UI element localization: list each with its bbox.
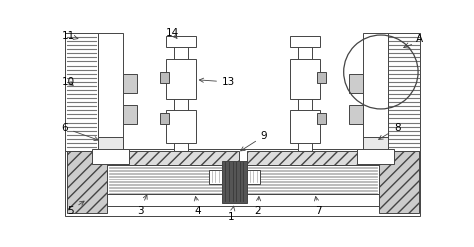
Text: 6: 6 xyxy=(62,123,99,141)
Bar xyxy=(123,74,137,93)
Text: 8: 8 xyxy=(379,123,401,139)
Bar xyxy=(174,39,188,150)
Bar xyxy=(166,110,196,143)
Text: 5: 5 xyxy=(67,201,84,216)
Bar xyxy=(65,34,98,150)
Bar xyxy=(317,113,326,124)
Text: 3: 3 xyxy=(137,195,147,216)
Text: 10: 10 xyxy=(62,77,75,87)
Text: 1: 1 xyxy=(228,206,235,222)
Text: 2: 2 xyxy=(255,197,261,216)
Bar xyxy=(65,149,420,216)
Bar xyxy=(107,194,379,206)
Bar xyxy=(107,151,239,165)
Bar xyxy=(166,36,196,47)
Bar xyxy=(357,149,394,165)
Bar xyxy=(209,170,222,184)
Text: 14: 14 xyxy=(166,28,180,39)
Bar xyxy=(349,105,363,124)
Bar xyxy=(349,74,363,93)
Text: 4: 4 xyxy=(194,197,201,216)
Bar xyxy=(247,165,379,194)
Bar xyxy=(363,34,388,153)
Bar xyxy=(222,161,247,203)
Bar xyxy=(290,59,319,99)
Text: 9: 9 xyxy=(241,131,267,151)
Bar xyxy=(290,110,319,143)
Bar xyxy=(92,149,129,165)
Text: 13: 13 xyxy=(200,77,235,87)
Bar xyxy=(166,59,196,99)
Text: 11: 11 xyxy=(62,31,78,41)
Bar xyxy=(98,34,123,153)
Bar xyxy=(363,137,388,159)
Bar xyxy=(123,105,137,124)
Bar xyxy=(247,170,260,184)
Bar xyxy=(298,39,312,150)
Bar xyxy=(290,36,319,47)
Bar xyxy=(67,151,107,213)
Bar xyxy=(388,34,420,150)
Bar xyxy=(160,113,169,124)
Bar xyxy=(107,165,239,194)
Bar xyxy=(379,151,419,213)
Text: A: A xyxy=(416,34,423,44)
Bar xyxy=(247,151,379,165)
Bar xyxy=(98,137,123,159)
Text: 7: 7 xyxy=(314,197,322,216)
Bar xyxy=(160,72,169,83)
Bar xyxy=(317,72,326,83)
